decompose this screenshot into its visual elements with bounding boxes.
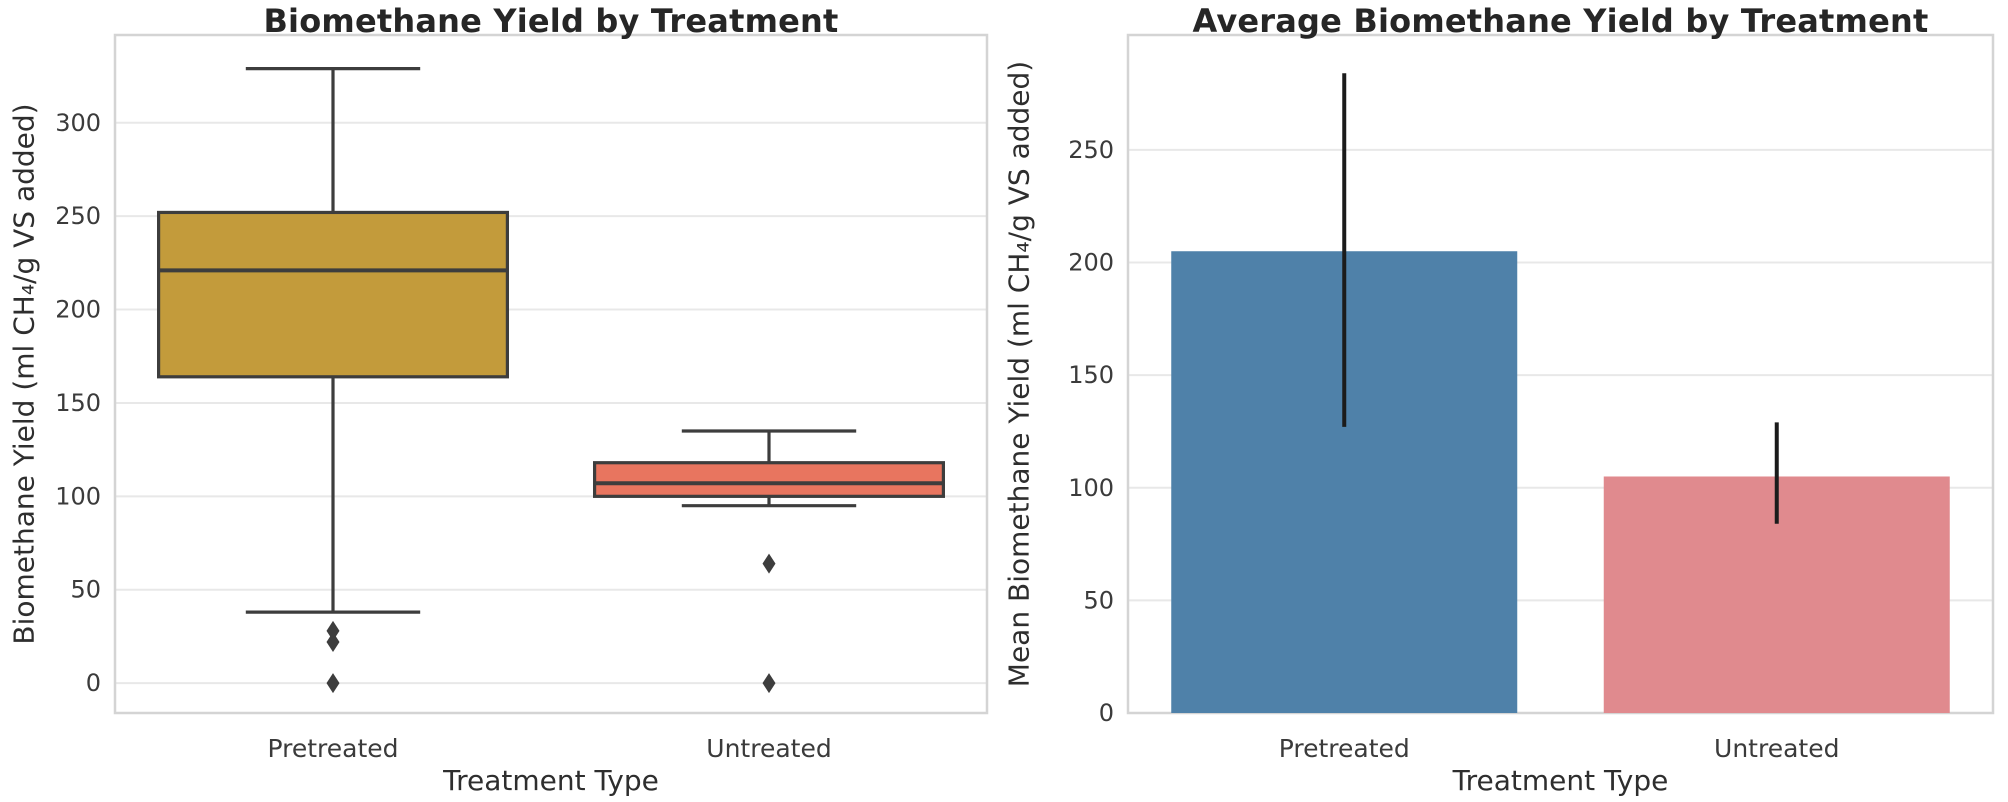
y-tick-label: 0 — [1099, 699, 1114, 727]
y-tick-label: 50 — [70, 576, 101, 604]
y-tick-label: 300 — [55, 109, 101, 137]
outlier-diamond — [326, 673, 340, 694]
barchart-title: Average Biomethane Yield by Treatment — [1192, 2, 1929, 40]
x-tick-label: Untreated — [1714, 734, 1839, 763]
axes-border — [113, 33, 989, 715]
y-tick-label: 150 — [55, 389, 101, 417]
y-tick-label: 100 — [1068, 474, 1114, 502]
barchart-x-axis-label: Treatment Type — [1452, 764, 1669, 797]
barplot-panel: 0 50 100 150 200 250 Pretreated Untreated — [1068, 33, 1995, 763]
x-tick-label: Pretreated — [1279, 734, 1410, 763]
outlier-diamond — [762, 673, 776, 694]
outlier-diamond — [326, 620, 340, 641]
boxplot-title: Biomethane Yield by Treatment — [263, 2, 839, 40]
y-tick-label: 250 — [1068, 136, 1114, 164]
y-tick-label: 50 — [1083, 586, 1114, 614]
boxplot-x-axis-label: Treatment Type — [443, 764, 659, 797]
box-untreated — [592, 461, 945, 498]
x-tick-label: Untreated — [706, 734, 831, 763]
y-tick-label: 200 — [55, 296, 101, 324]
boxplot-panel: 0 50 100 150 200 250 300 Pretreated Untreated — [55, 33, 989, 763]
axes-border — [1126, 33, 1995, 715]
box-pretreated — [157, 210, 509, 379]
barchart-y-axis-label: Mean Biomethane Yield (ml CH₄/g VS added… — [1002, 60, 1036, 688]
outlier-diamond — [762, 553, 776, 574]
y-tick-label: 100 — [55, 482, 101, 510]
outlier-diamond — [326, 632, 340, 653]
y-tick-label: 0 — [86, 669, 101, 697]
x-tick-label: Pretreated — [267, 734, 398, 763]
y-tick-label: 200 — [1068, 249, 1114, 277]
y-tick-label: 150 — [1068, 361, 1114, 389]
boxplot-y-axis-label: Biomethane Yield (ml CH₄/g VS added) — [7, 103, 41, 645]
y-tick-label: 250 — [55, 202, 101, 230]
